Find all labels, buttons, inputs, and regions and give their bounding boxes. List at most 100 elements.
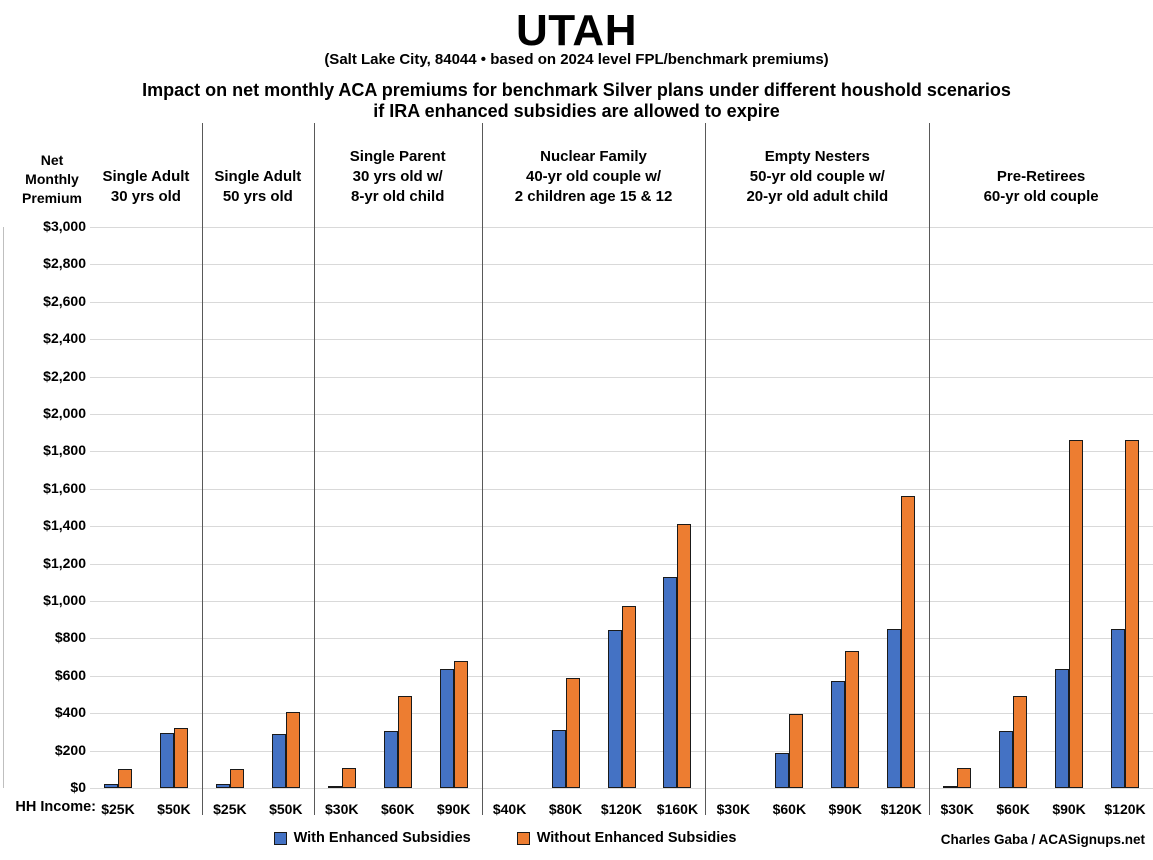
y-tick-label: $2,200 — [43, 367, 86, 384]
bar-with-enhanced — [103, 784, 118, 788]
y-tick-label: $800 — [54, 629, 86, 646]
y-tick-label: $1,000 — [43, 592, 86, 608]
x-tick-label: $30K — [940, 801, 974, 817]
bar-with-enhanced — [607, 630, 622, 788]
bar-with-enhanced — [663, 577, 678, 788]
panel-header-line: 60-yr old couple — [983, 188, 1099, 205]
bar-without-enhanced — [397, 696, 412, 788]
gridline — [90, 488, 1153, 490]
y-tick-label: $200 — [54, 741, 86, 758]
panel-separator — [705, 123, 707, 815]
panel-header-line: Single Adult — [214, 168, 302, 185]
bar-with-enhanced — [999, 731, 1014, 788]
chart-heading: Impact on net monthly ACA premiums for b… — [0, 80, 1153, 122]
x-tick-label: $60K — [772, 801, 807, 817]
bar-without-enhanced — [957, 768, 972, 788]
bar-without-enhanced — [901, 496, 916, 788]
bar-with-enhanced — [1055, 669, 1070, 788]
panel-header: Single Adult 30 yrs old — [90, 128, 202, 207]
x-tick-label: $25K — [101, 801, 135, 817]
bar-with-enhanced — [551, 730, 566, 788]
panel-header-line: Single Parent — [349, 148, 446, 165]
bar-without-enhanced — [173, 728, 188, 788]
panel-header-line: 2 children age 15 & 12 — [514, 188, 673, 205]
gridline — [90, 563, 1153, 565]
panel-separator — [929, 123, 931, 815]
y-tick-label: $2,400 — [43, 330, 86, 347]
y-axis-title: Net Monthly Premium — [12, 130, 92, 208]
bar-with-enhanced — [159, 733, 174, 788]
y-tick-label: $2,000 — [43, 405, 86, 421]
panel-header-line: 30 yrs old — [110, 188, 181, 205]
bar-with-enhanced — [327, 786, 342, 788]
x-tick-label: $160K — [656, 801, 699, 817]
y-axis-line — [3, 227, 4, 788]
gridline — [90, 414, 1153, 415]
panel-separator — [481, 123, 483, 815]
bar-without-enhanced — [677, 524, 692, 788]
panel-header-line: 40-yr old couple w/ — [526, 168, 662, 185]
x-tick-label: $60K — [996, 801, 1030, 817]
panel-header-line: 50 yrs old — [222, 188, 293, 205]
x-tick-label: $90K — [1052, 801, 1086, 817]
bar-without-enhanced — [285, 712, 300, 788]
y-axis-title-line: Premium — [22, 190, 82, 206]
gridline — [90, 526, 1153, 528]
gridline — [90, 376, 1153, 378]
panel-header-line: 20-yr old adult child — [746, 188, 889, 205]
bar-with-enhanced — [1111, 629, 1126, 788]
y-axis-title-line: Monthly — [25, 171, 79, 187]
x-tick-label: $50K — [157, 801, 191, 817]
bar-without-enhanced — [1069, 440, 1084, 788]
x-tick-label: $40K — [492, 801, 527, 817]
y-tick-label: $2,600 — [43, 292, 86, 309]
bar-without-enhanced — [1125, 440, 1140, 788]
bar-without-enhanced — [229, 769, 244, 788]
chart-title: UTAH — [516, 6, 637, 55]
y-tick-label: $1,200 — [43, 554, 86, 571]
y-tick-label: $2,800 — [43, 255, 86, 272]
x-tick-label: $50K — [269, 801, 303, 817]
bar-with-enhanced — [831, 681, 846, 788]
chart-heading-line2: if IRA enhanced subsidies are allowed to… — [373, 101, 780, 121]
chart-heading-line1: Impact on net monthly ACA premiums for b… — [142, 80, 1011, 100]
legend-swatch-without-enhanced — [516, 831, 530, 845]
y-tick-label: $600 — [54, 666, 86, 683]
x-tick-label: $120K — [600, 801, 643, 817]
x-tick-label: $30K — [716, 801, 751, 817]
gridline — [90, 301, 1153, 303]
panel-header-line: 50-yr old couple w/ — [749, 168, 885, 185]
y-tick-label: $3,000 — [43, 218, 86, 234]
legend-label-with-enhanced: With Enhanced Subsidies — [293, 830, 471, 846]
x-tick-label: $90K — [436, 801, 471, 817]
x-tick-label: $60K — [380, 801, 415, 817]
gridline — [90, 451, 1153, 453]
panel-header: Nuclear Family 40-yr old couple w/2 child… — [482, 128, 706, 207]
gridline — [90, 601, 1153, 602]
panel-header-line: Nuclear Family — [540, 148, 647, 165]
y-tick-label: $0 — [70, 779, 86, 795]
bar-without-enhanced — [117, 769, 132, 788]
legend: With Enhanced Subsidies Without Enhanced… — [0, 830, 1010, 846]
bar-without-enhanced — [789, 714, 804, 788]
y-tick-label: $400 — [54, 704, 86, 721]
panel-header: Pre-Retirees 60-yr old couple — [929, 128, 1153, 207]
y-tick-label: $1,400 — [43, 517, 86, 534]
bar-without-enhanced — [845, 651, 860, 788]
bar-with-enhanced — [383, 731, 398, 788]
legend-item-without-enhanced: Without Enhanced Subsidies — [516, 830, 737, 846]
bar-without-enhanced — [621, 606, 636, 788]
x-axis-title: HH Income: — [15, 799, 96, 815]
y-tick-label: $1,800 — [43, 442, 86, 459]
y-axis-title-line: Net — [40, 152, 64, 168]
credit-text: Charles Gaba / ACASignups.net — [940, 832, 1145, 847]
x-tick-label: $120K — [1104, 801, 1146, 817]
panel-header-line: 8-yr old child — [351, 188, 445, 205]
panel-header: Single Adult 50 yrs old — [202, 128, 314, 207]
legend-label-without-enhanced: Without Enhanced Subsidies — [536, 830, 737, 846]
bar-with-enhanced — [215, 784, 230, 788]
bar-with-enhanced — [887, 629, 902, 788]
panel-header-line: Pre-Retirees — [996, 168, 1086, 185]
bar-without-enhanced — [341, 768, 356, 788]
